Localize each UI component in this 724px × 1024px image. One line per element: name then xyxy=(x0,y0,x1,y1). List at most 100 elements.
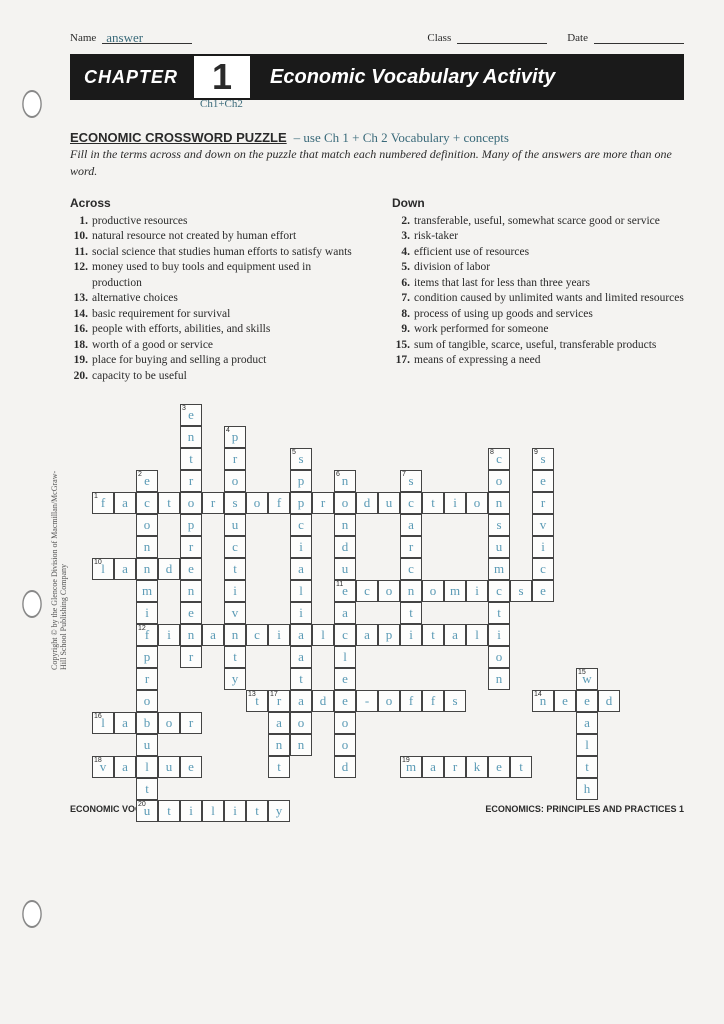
crossword-cell: e xyxy=(180,602,202,624)
cell-letter: r xyxy=(453,759,457,775)
crossword-cell: u xyxy=(334,558,356,580)
cell-letter: o xyxy=(298,715,305,731)
crossword-cell: o xyxy=(224,470,246,492)
cell-letter: n xyxy=(408,583,415,599)
clue-number: 3. xyxy=(392,229,410,245)
cell-letter: c xyxy=(408,495,414,511)
crossword-cell: t xyxy=(422,492,444,514)
crossword-cell: p xyxy=(136,646,158,668)
name-label: Name xyxy=(70,32,96,44)
footer-right: ECONOMICS: PRINCIPLES AND PRACTICES 1 xyxy=(485,804,684,814)
crossword-cell: a xyxy=(356,624,378,646)
cell-letter: o xyxy=(430,583,437,599)
crossword-cell: s xyxy=(224,492,246,514)
clue-text: sum of tangible, scarce, useful, transfe… xyxy=(414,339,656,351)
crossword-cell: o xyxy=(488,470,510,492)
cell-letter: i xyxy=(167,627,171,643)
cell-letter: o xyxy=(166,715,173,731)
crossword-cell: - xyxy=(356,690,378,712)
crossword-cell: t xyxy=(136,778,158,800)
clue-number: 11. xyxy=(70,245,88,261)
crossword-cell: u xyxy=(378,492,400,514)
cell-letter: n xyxy=(188,583,195,599)
cell-letter: f xyxy=(277,495,281,511)
crossword-cell: a xyxy=(114,492,136,514)
crossword-cell: a xyxy=(202,624,224,646)
date-blank xyxy=(594,30,684,44)
crossword-cell: b xyxy=(136,712,158,734)
crossword-cell: l xyxy=(136,756,158,778)
clue-text: place for buying and selling a product xyxy=(92,354,266,366)
cell-letter: c xyxy=(540,561,546,577)
crossword-cell: i xyxy=(290,602,312,624)
crossword-cell: n xyxy=(136,536,158,558)
clue-number: 19. xyxy=(70,353,88,369)
cell-letter: p xyxy=(188,517,195,533)
cell-letter: n xyxy=(342,473,349,489)
cell-letter: i xyxy=(299,539,303,555)
clue-number: 14. xyxy=(70,307,88,323)
cell-letter: a xyxy=(430,759,436,775)
cell-letter: k xyxy=(474,759,481,775)
crossword-cell: d xyxy=(334,536,356,558)
chapter-title: Economic Vocabulary Activity xyxy=(252,54,684,100)
clue-number: 15. xyxy=(392,338,410,354)
crossword-cell: f xyxy=(268,492,290,514)
cell-number: 7 xyxy=(402,471,406,478)
down-list: 2.transferable, useful, somewhat scarce … xyxy=(392,214,684,369)
cell-letter: a xyxy=(122,715,128,731)
crossword-cell: h xyxy=(576,778,598,800)
crossword-cell: c xyxy=(334,624,356,646)
clue-item: 7.condition caused by unlimited wants an… xyxy=(392,291,684,307)
cell-letter: v xyxy=(540,517,547,533)
crossword-cell: r17 xyxy=(268,690,290,712)
cell-letter: a xyxy=(122,561,128,577)
cell-letter: e xyxy=(188,605,194,621)
cell-letter: n xyxy=(496,495,503,511)
cell-letter: s xyxy=(540,451,545,467)
cell-letter: s xyxy=(496,517,501,533)
cell-letter: p xyxy=(232,429,239,445)
cell-letter: d xyxy=(364,495,371,511)
clue-item: 2.transferable, useful, somewhat scarce … xyxy=(392,214,684,230)
crossword-cell: i xyxy=(488,624,510,646)
cell-letter: s xyxy=(452,693,457,709)
crossword-cell: k xyxy=(466,756,488,778)
cell-letter: t xyxy=(145,781,149,797)
crossword-cell: l xyxy=(202,800,224,822)
clue-number: 2. xyxy=(392,214,410,230)
crossword-cell: o xyxy=(158,712,180,734)
crossword-cell: p xyxy=(290,470,312,492)
crossword-cell: n xyxy=(290,734,312,756)
cell-letter: o xyxy=(474,495,481,511)
chapter-banner: CHAPTER 1 Ch1+Ch2 Economic Vocabulary Ac… xyxy=(70,54,684,100)
crossword-cell: n xyxy=(334,514,356,536)
clue-item: 13.alternative choices xyxy=(70,291,362,307)
clue-text: risk-taker xyxy=(414,230,458,242)
cell-letter: e xyxy=(188,759,194,775)
crossword-cell: y xyxy=(268,800,290,822)
cell-letter: t xyxy=(431,627,435,643)
clue-item: 15. sum of tangible, scarce, useful, tran… xyxy=(392,338,684,354)
crossword-cell: s9 xyxy=(532,448,554,470)
copyright: Copyright © by the Glencoe Division of M… xyxy=(50,470,68,670)
cell-letter: i xyxy=(145,605,149,621)
cell-letter: d xyxy=(320,693,327,709)
crossword-cell: c8 xyxy=(488,448,510,470)
name-value: answer xyxy=(102,30,192,44)
cell-letter: c xyxy=(364,583,370,599)
crossword-cell: n xyxy=(136,558,158,580)
clue-text: items that last for less than three year… xyxy=(414,277,590,289)
crossword-cell: n xyxy=(224,624,246,646)
crossword-cell: o xyxy=(334,734,356,756)
crossword-cell: a xyxy=(576,712,598,734)
cell-letter: a xyxy=(298,561,304,577)
crossword-cell: a xyxy=(268,712,290,734)
crossword-cell: l xyxy=(466,624,488,646)
cell-letter: n xyxy=(144,561,151,577)
crossword-cell: e xyxy=(532,470,554,492)
cell-letter: l xyxy=(475,627,479,643)
crossword-cell: u xyxy=(224,514,246,536)
crossword-cell: p xyxy=(378,624,400,646)
class-blank xyxy=(457,30,547,44)
